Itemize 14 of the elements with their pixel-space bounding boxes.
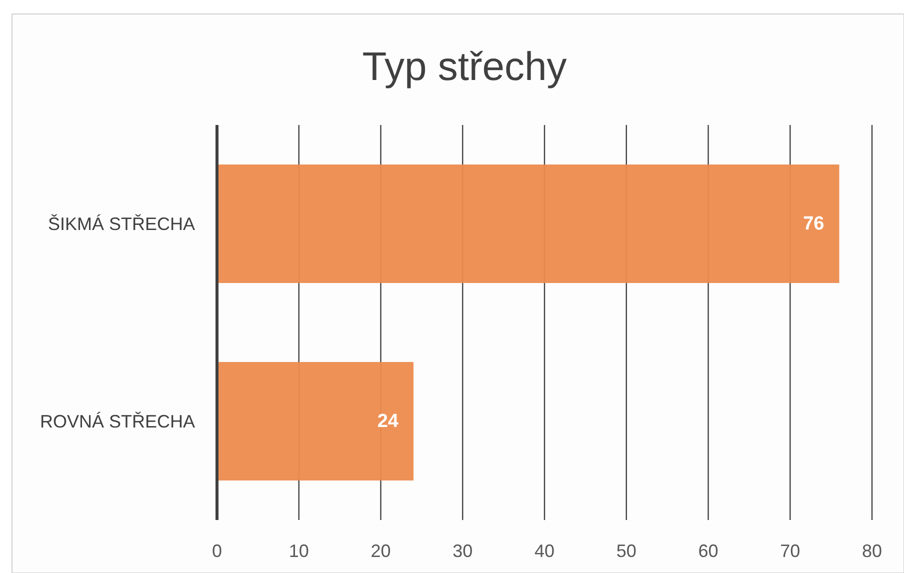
x-tick-label: 20 [370,541,391,561]
x-tick-label: 70 [780,541,800,561]
data-label: 24 [377,410,399,432]
x-tick-label: 50 [616,541,636,561]
data-label: 76 [803,213,824,234]
chart-title: Typ střechy [362,45,567,89]
x-tick-label: 40 [534,541,555,561]
x-tick-label: 0 [212,541,222,561]
x-tick-label: 60 [698,541,718,561]
x-tick-label: 30 [452,541,473,561]
x-tick-label: 10 [288,541,309,561]
y-tick-label: ROVNÁ STŘECHA [40,411,195,432]
y-tick-label: ŠIKMÁ STŘECHA [48,214,195,234]
x-tick-label: 80 [862,541,882,561]
